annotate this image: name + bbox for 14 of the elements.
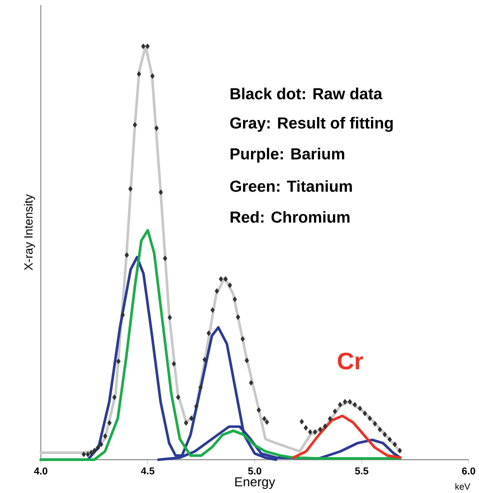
annotation: Cr [338, 352, 364, 370]
x-axis-title: Energy [235, 477, 276, 489]
x-tick-label: 4.0 [34, 467, 48, 474]
text: keV [456, 483, 470, 490]
annotation: Green: Titanium [230, 180, 352, 192]
annotation: Purple: Barium [230, 148, 344, 163]
annotation: Black dot: Raw data [230, 88, 382, 100]
x-tick-label: 5.5 [355, 467, 368, 474]
x-tick-label: 5.0 [248, 467, 262, 474]
x-tick-label: 4.5 [141, 467, 154, 474]
x-tick-label: 6.0 [462, 467, 476, 474]
annotation: Gray: Result of fitting [230, 116, 393, 132]
annotation: Red: Chromium [230, 211, 350, 223]
y-axis-title: X-ray Intensity [24, 194, 36, 270]
